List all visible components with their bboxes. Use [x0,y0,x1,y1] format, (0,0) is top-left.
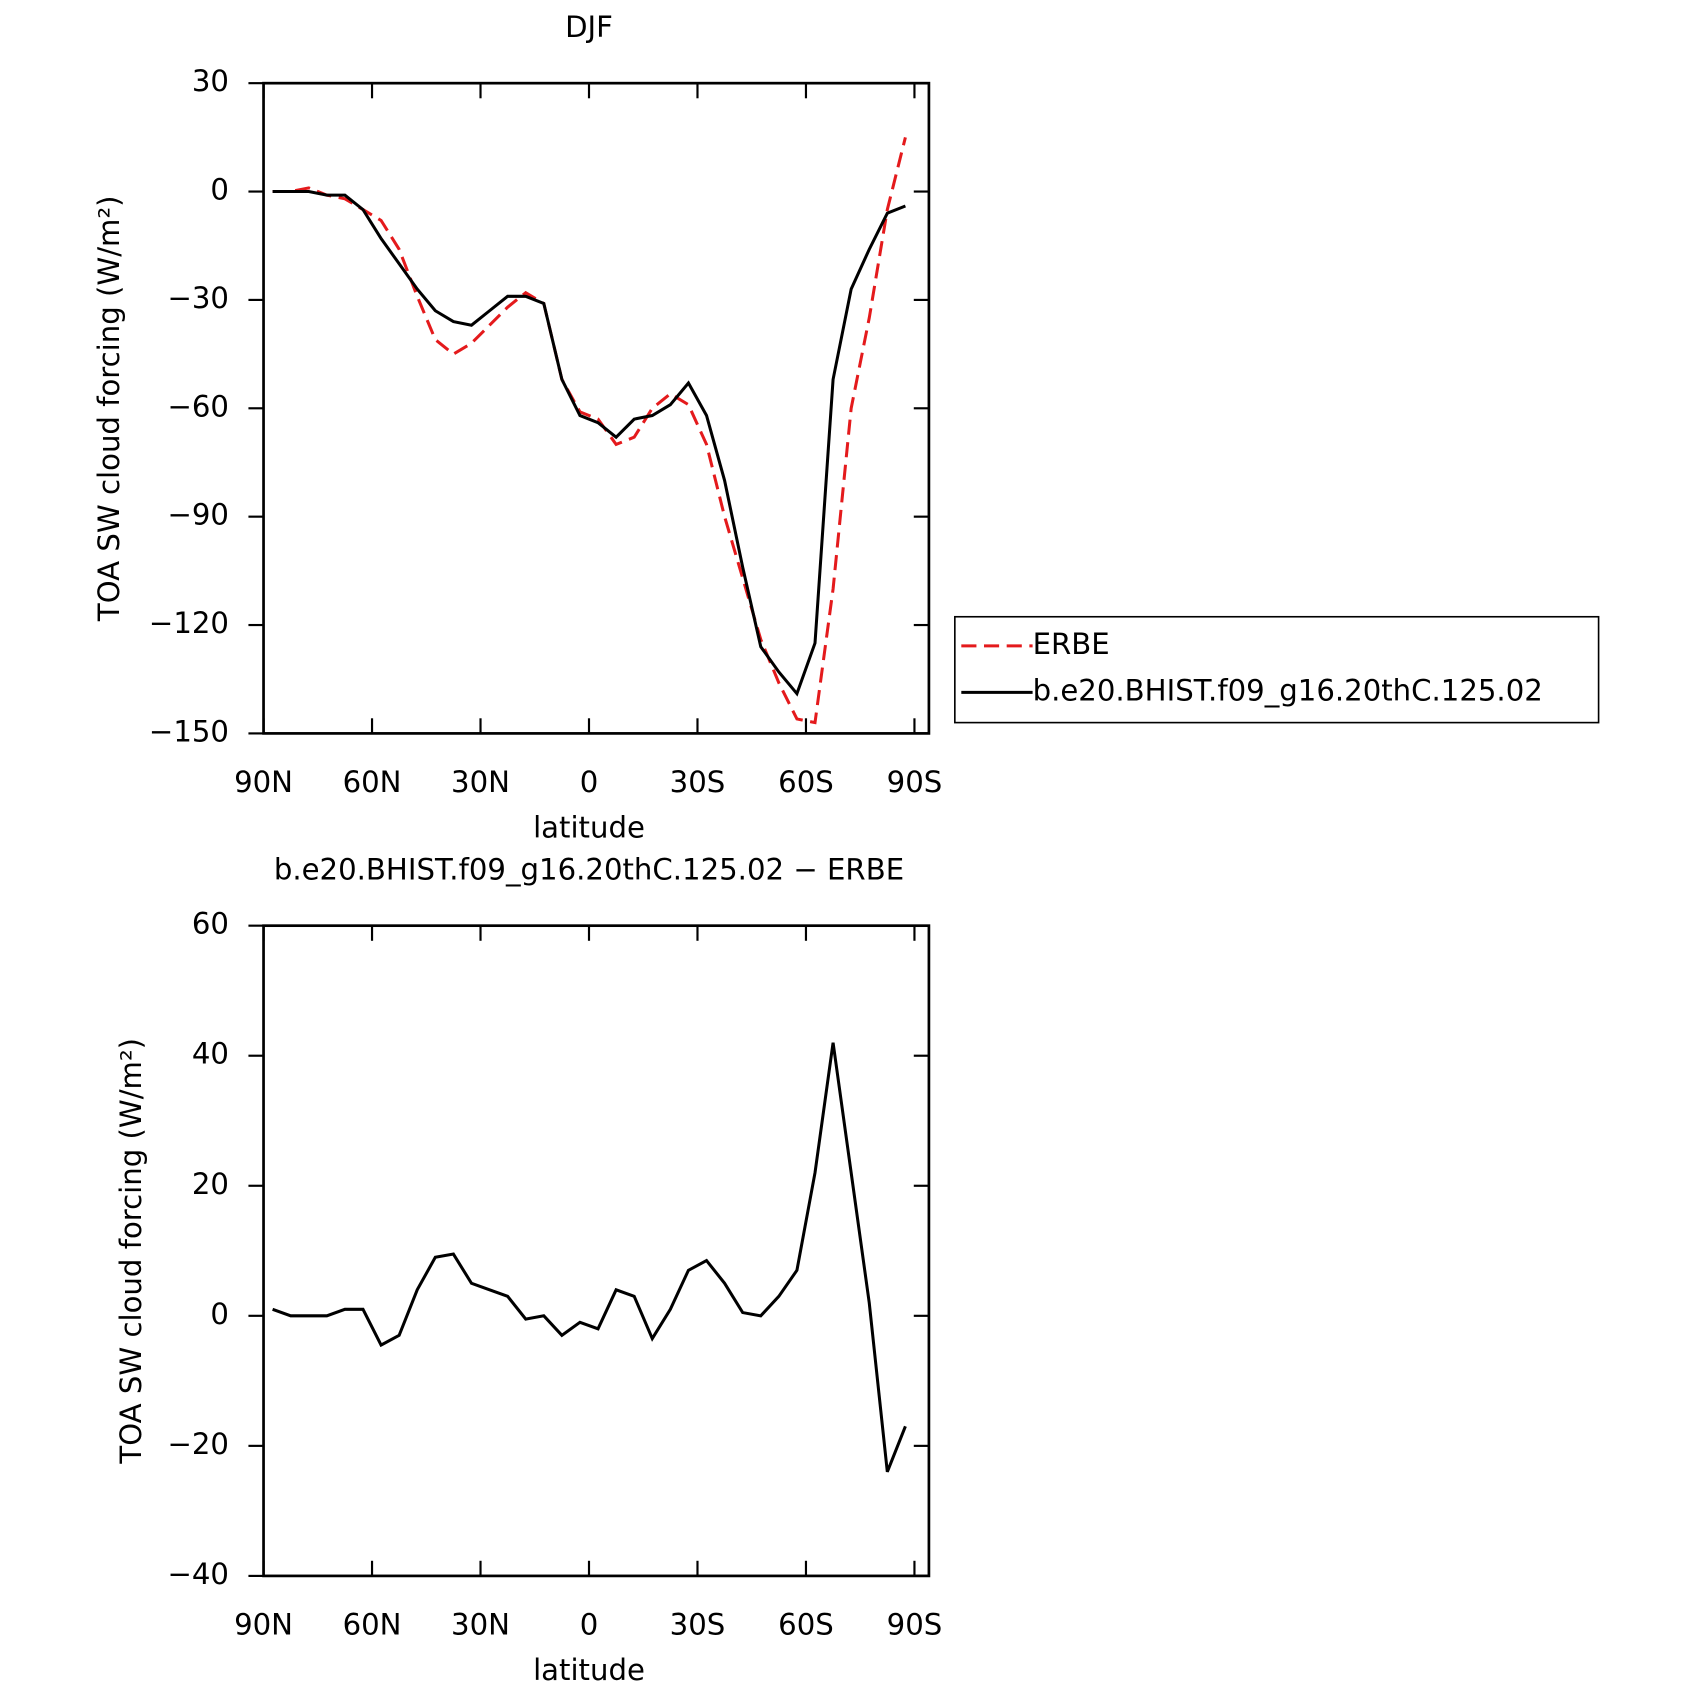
y-tick-label: −30 [167,281,229,315]
series-line [272,1042,907,1473]
x-tick-label: 60S [778,1608,834,1642]
legend-label: b.e20.BHIST.f09_g16.20thC.125.02 [1033,673,1543,707]
x-tick-label: 90S [887,1608,943,1642]
legend-label: ERBE [1033,627,1110,661]
x-tick-label: 0 [580,1608,599,1642]
y-axis-label: TOA SW cloud forcing (W/m²) [114,1038,148,1465]
y-tick-label: 30 [192,64,229,98]
chart-title: b.e20.BHIST.f09_g16.20thC.125.02 − ERBE [274,853,904,887]
y-tick-label: −20 [167,1427,229,1461]
x-tick-label: 0 [580,765,599,799]
x-axis-label: latitude [533,1653,645,1685]
x-tick-label: 60N [343,765,402,799]
y-tick-label: −90 [167,498,229,532]
y-tick-label: 0 [210,1297,229,1331]
x-tick-label: 30S [670,1608,726,1642]
y-tick-label: −40 [167,1557,229,1591]
legend-box [954,615,1600,724]
y-tick-label: 0 [210,173,229,207]
x-tick-label: 90S [887,765,943,799]
series-line [272,136,907,725]
x-tick-label: 30N [451,1608,510,1642]
y-tick-label: −120 [149,606,229,640]
y-axis-label: TOA SW cloud forcing (W/m²) [92,195,126,622]
x-tick-label: 90N [234,765,293,799]
y-tick-label: −150 [149,714,229,748]
series-line [272,190,906,697]
chart-title: DJF [565,10,613,44]
y-tick-label: 60 [192,907,229,941]
x-tick-label: 60N [343,1608,402,1642]
y-tick-label: −60 [167,389,229,423]
x-axis-label: latitude [533,811,645,845]
y-tick-label: 40 [192,1037,229,1071]
x-tick-label: 90N [234,1608,293,1642]
y-tick-label: 20 [192,1167,229,1201]
x-tick-label: 30S [670,765,726,799]
x-tick-label: 60S [778,765,834,799]
plot-frame [262,924,931,1578]
plot-frame [262,81,931,735]
x-tick-label: 30N [451,765,510,799]
